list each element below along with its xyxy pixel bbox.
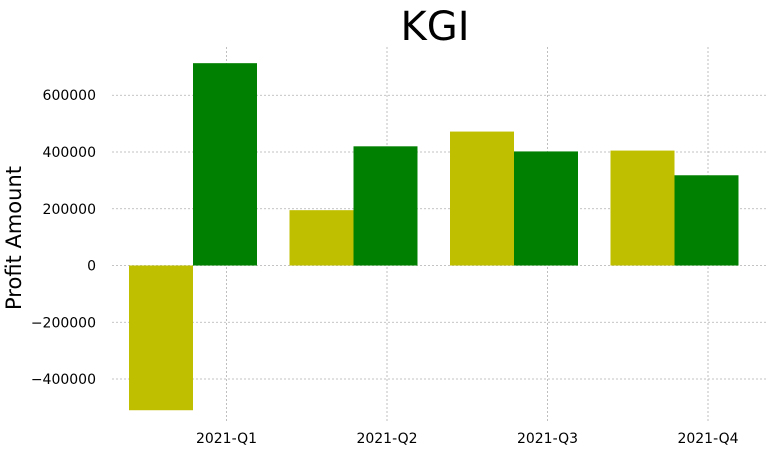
y-tick-label: −400000: [31, 372, 96, 388]
bar-series2-2021-q4: [674, 175, 739, 266]
bar-layer: [129, 63, 739, 411]
y-tick-label: 600000: [43, 88, 96, 104]
x-tick-label: 2021-Q1: [196, 431, 257, 447]
bar-series1-2021-q4: [610, 150, 675, 266]
bar-series1-2021-q3: [450, 131, 514, 266]
bar-series1-2021-q1: [129, 265, 193, 411]
tick-layer: −400000 −200000 0 200000 400000 600000 2021-Q1…: [31, 88, 739, 447]
y-tick-label: 0: [87, 259, 96, 275]
x-tick-label: 2021-Q4: [677, 431, 738, 447]
bar-series1-2021-q2: [289, 210, 354, 266]
x-tick-label: 2021-Q2: [356, 431, 417, 447]
bar-series2-2021-q1: [193, 63, 257, 266]
bar-series2-2021-q3: [514, 151, 578, 266]
y-tick-label: 200000: [43, 202, 96, 218]
y-tick-label: −200000: [31, 315, 96, 331]
x-tick-label: 2021-Q3: [517, 431, 578, 447]
chart-title: KGI: [400, 4, 469, 50]
bar-series2-2021-q2: [353, 146, 418, 266]
y-axis-label: Profit Amount: [2, 166, 26, 310]
y-tick-label: 400000: [43, 145, 96, 161]
